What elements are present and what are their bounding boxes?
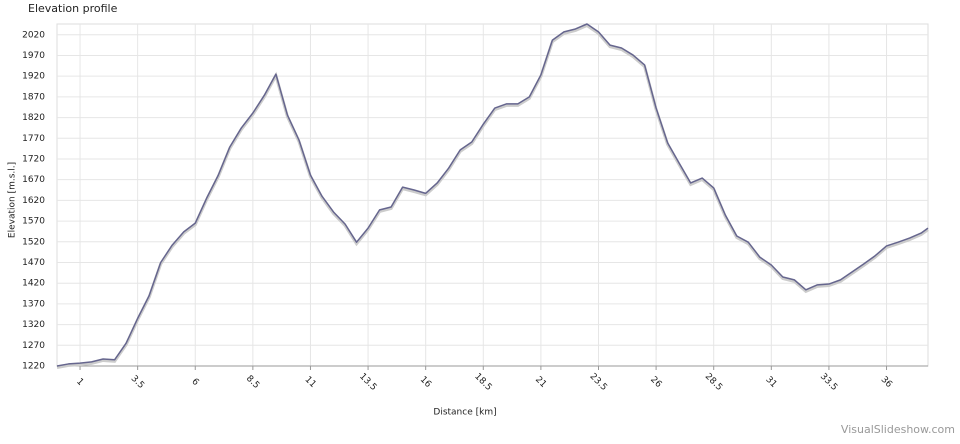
x-tick-label: 26	[648, 375, 663, 390]
y-tick-label: 1820	[22, 113, 45, 123]
x-tick-label: 13.5	[357, 372, 378, 393]
x-tick-label: 16	[418, 375, 433, 390]
line	[56, 23, 929, 367]
y-tick-label: 1720	[22, 154, 45, 164]
x-tick-label: 3.5	[129, 374, 146, 391]
y-axis-title: Elevation [m.s.l.]	[8, 162, 18, 238]
y-tick-label: 1520	[22, 237, 45, 247]
y-tick-label: 1420	[22, 279, 45, 289]
plot-area	[56, 23, 929, 367]
y-tick-label: 1870	[22, 92, 45, 102]
x-tick-label: 8.5	[244, 374, 261, 391]
x-tick-label: 23.5	[588, 372, 609, 393]
x-tick-label: 18.5	[472, 372, 493, 393]
x-tick-label: 21	[533, 375, 548, 390]
x-tick-label: 6	[189, 377, 200, 388]
x-axis-title: Distance [km]	[433, 408, 496, 418]
y-tick-label: 1970	[22, 51, 45, 61]
x-tick-label: 1	[74, 377, 85, 388]
y-tick-label: 2020	[22, 30, 45, 40]
y-tick-label: 1370	[22, 299, 45, 309]
y-tick-label: 1620	[22, 196, 45, 206]
y-tick-label: 1320	[22, 320, 45, 330]
x-tick-label: 33.5	[818, 372, 839, 393]
y-tick-label: 1470	[22, 258, 45, 268]
y-tick-label: 1920	[22, 72, 45, 82]
y-tick-label: 1270	[22, 341, 45, 351]
x-tick-label: 11	[303, 375, 318, 390]
x-tick-label: 36	[879, 375, 894, 390]
x-tick-label: 28.5	[703, 372, 724, 393]
y-tick-label: 1220	[22, 362, 45, 372]
chart-title: Elevation profile	[28, 2, 118, 15]
y-tick-label: 1670	[22, 175, 45, 185]
watermark: VisualSlideshow.com	[841, 423, 955, 436]
x-tick-label: 31	[763, 375, 778, 390]
y-tick-label: 1770	[22, 134, 45, 144]
y-tick-label: 1570	[22, 217, 45, 227]
